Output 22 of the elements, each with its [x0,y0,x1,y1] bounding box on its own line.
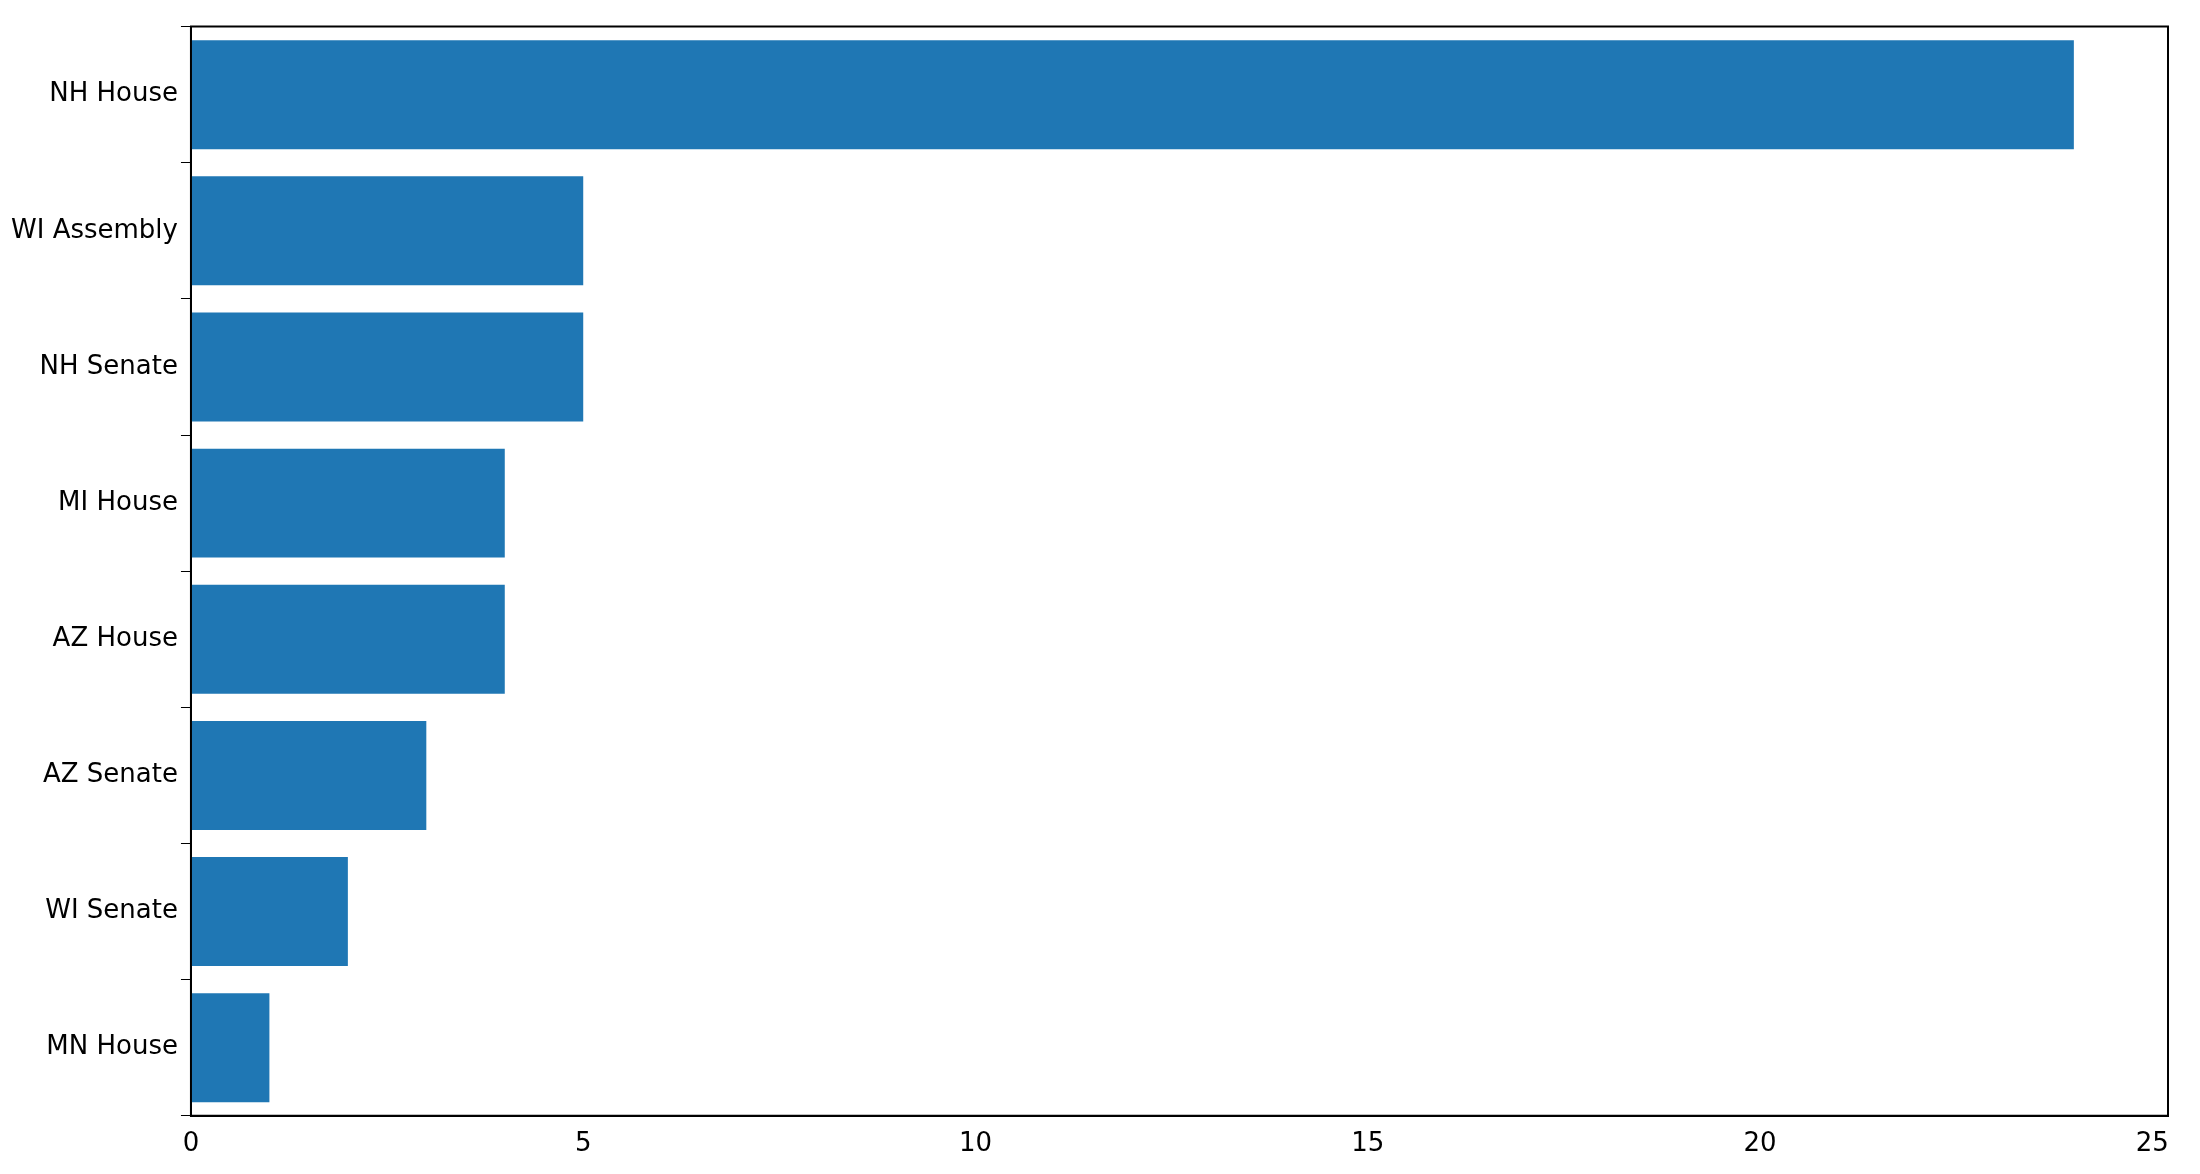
bar [190,584,505,694]
y-tick-label: NH House [49,77,178,108]
bar [190,993,270,1103]
x-tick-label: 0 [182,1127,200,1158]
x-tick-label: 5 [574,1127,592,1158]
bar [190,176,584,286]
bar [190,312,584,422]
bar [190,40,2074,150]
y-tick-label: WI Assembly [10,213,178,244]
bar [190,448,505,558]
y-tick-label: MN House [46,1030,178,1061]
y-tick-label: AZ Senate [42,758,178,789]
y-tick-label: AZ House [52,622,178,653]
bar [190,720,427,830]
y-tick-label: MI House [58,485,178,516]
x-tick-label: 20 [1743,1127,1777,1158]
x-tick-label: 15 [1351,1127,1385,1158]
y-tick-label: NH Senate [39,349,178,380]
y-tick-label: WI Senate [45,894,178,925]
x-tick-label: 25 [2135,1127,2169,1158]
bar [190,857,348,967]
x-tick-label: 10 [958,1127,993,1158]
